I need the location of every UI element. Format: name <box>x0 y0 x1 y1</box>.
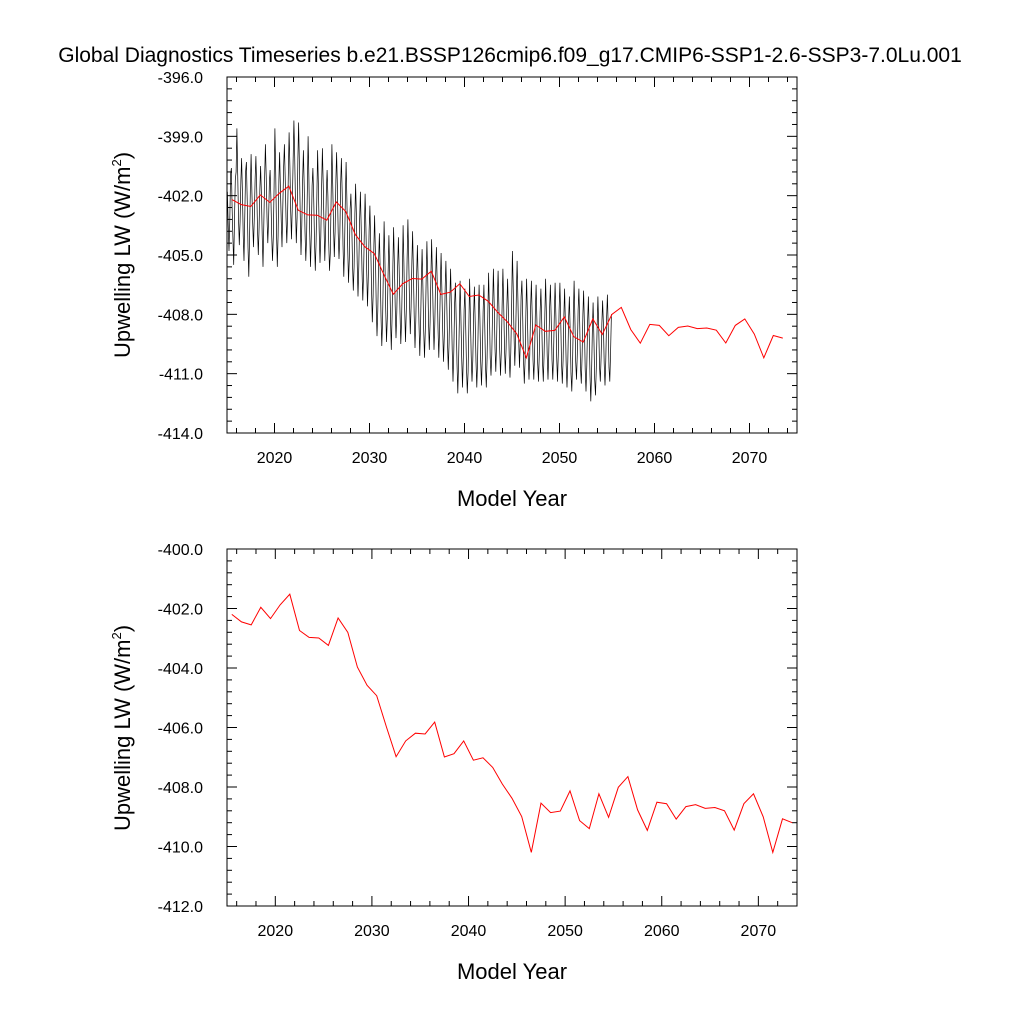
x-tick-label: 2050 <box>547 923 583 940</box>
y-tick-label: -411.0 <box>159 367 203 384</box>
annual-mean-series-line <box>231 593 793 855</box>
annual-mean-series-line <box>231 185 783 360</box>
y-axis-label-top: Upwelling LW (W/m2) <box>109 152 135 358</box>
panel-bottom: 2020 2030 2040 2050 2060 2070 -400.0 -402.0 -404… <box>109 542 798 984</box>
y-tick-label: -404.0 <box>158 661 203 678</box>
y-axis-label-bottom: Upwelling LW (W/m2) <box>109 625 135 831</box>
y-tick-label: -408.0 <box>158 307 203 324</box>
y-tick-label: -412.0 <box>158 899 203 916</box>
axis-ticks-top: 2020 2030 2040 2050 2060 2070 -396.0 -399.0 -402… <box>158 70 797 467</box>
y-tick-label: -402.0 <box>158 602 203 619</box>
axis-ticks-bottom: 2020 2030 2040 2050 2060 2070 -400.0 -402.0 -404… <box>158 542 798 940</box>
x-tick-label: 2030 <box>352 450 388 467</box>
y-tick-label: -410.0 <box>158 840 203 857</box>
x-tick-label: 2060 <box>637 450 673 467</box>
x-tick-label: 2070 <box>741 923 777 940</box>
plot-frame-bottom <box>226 548 798 907</box>
x-tick-label: 2020 <box>257 450 293 467</box>
x-tick-label: 2050 <box>542 450 578 467</box>
y-tick-label: -405.0 <box>158 248 203 265</box>
x-tick-label: 2020 <box>258 923 294 940</box>
y-tick-label: -406.0 <box>158 721 203 738</box>
y-tick-label: -408.0 <box>158 780 203 797</box>
y-tick-label: -400.0 <box>158 542 203 559</box>
x-tick-label: 2060 <box>644 923 680 940</box>
monthly-series-line <box>227 120 612 402</box>
panel-top: 2020 2030 2040 2050 2060 2070 -396.0 -399.0 -402… <box>109 70 798 511</box>
y-tick-label: -414.0 <box>158 426 203 443</box>
y-tick-label: -399.0 <box>158 129 203 146</box>
y-tick-label: -402.0 <box>158 189 203 206</box>
x-tick-label: 2040 <box>451 923 487 940</box>
x-axis-label-top: Model Year <box>457 486 567 511</box>
x-tick-label: 2070 <box>732 450 768 467</box>
x-tick-label: 2040 <box>447 450 483 467</box>
chart-title: Global Diagnostics Timeseries b.e21.BSSP… <box>58 44 962 67</box>
x-tick-label: 2030 <box>354 923 390 940</box>
y-tick-label: -396.0 <box>158 70 203 87</box>
x-axis-label-bottom: Model Year <box>457 959 567 984</box>
